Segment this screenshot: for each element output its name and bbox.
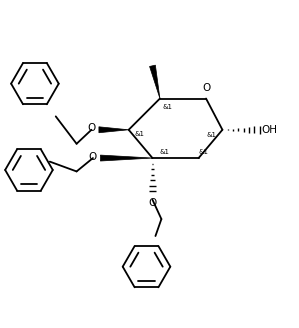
Text: O: O (87, 123, 96, 133)
Text: OH: OH (261, 125, 277, 135)
Polygon shape (99, 127, 129, 133)
Text: &1: &1 (162, 104, 172, 110)
Text: O: O (203, 83, 211, 93)
Text: O: O (148, 198, 157, 208)
Text: &1: &1 (135, 131, 145, 137)
Polygon shape (150, 65, 160, 98)
Text: &1: &1 (159, 149, 169, 155)
Text: &1: &1 (207, 132, 217, 138)
Text: &1: &1 (198, 149, 208, 155)
Text: O: O (89, 152, 97, 162)
Polygon shape (100, 155, 152, 161)
